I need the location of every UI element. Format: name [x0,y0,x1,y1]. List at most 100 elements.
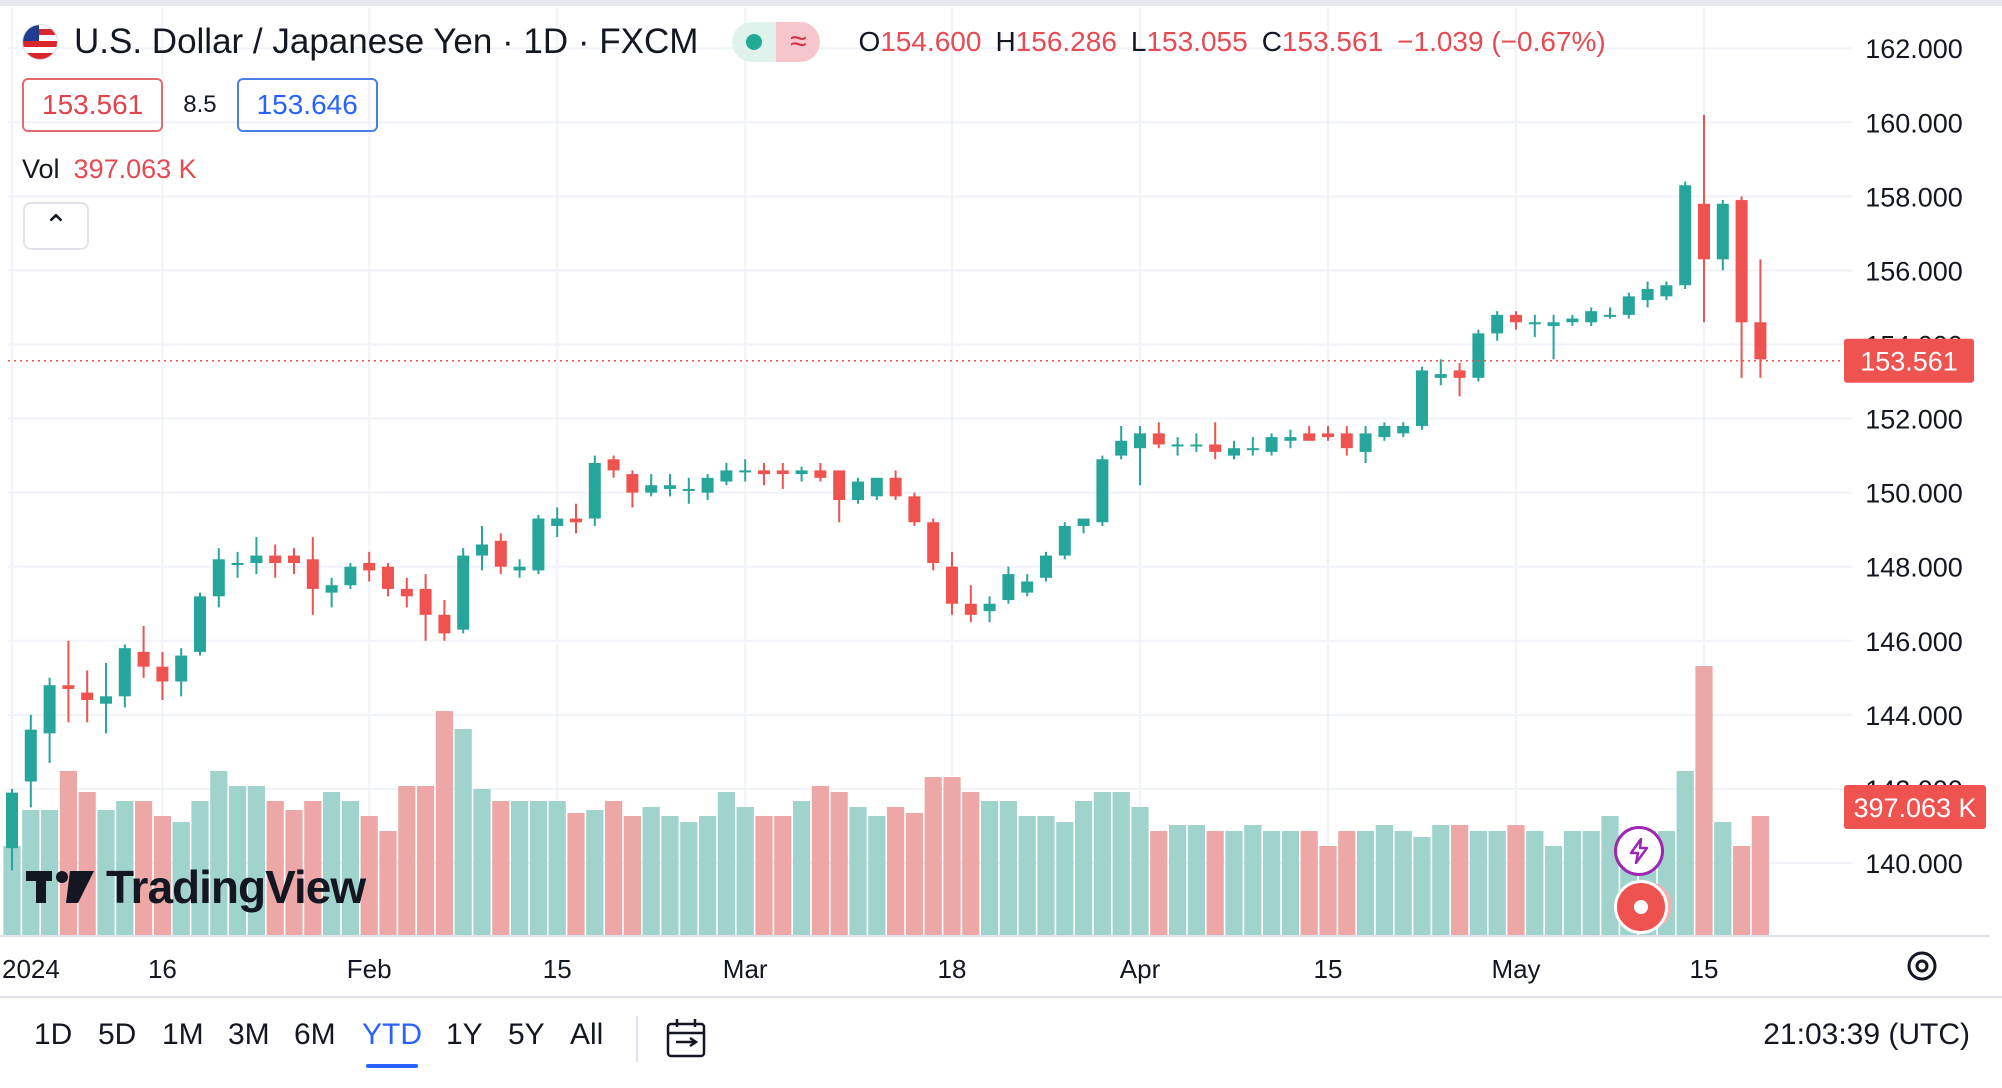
volume-bar [1037,816,1055,936]
volume-bar [755,816,773,936]
tradingview-watermark[interactable]: TradingView [26,860,366,914]
volume-bar [492,801,510,936]
tab-ytd[interactable]: YTD [362,1018,422,1051]
volume-bar [811,786,829,936]
candle-body [269,555,282,563]
candle-body [532,518,545,571]
candle-body [852,481,864,501]
volume-bar [1319,846,1337,936]
candle-body [889,477,902,497]
candle-body [1698,203,1710,260]
record-dot-icon [1634,900,1648,914]
price-chart[interactable]: 162.000160.000158.000156.000154.000152.0… [0,0,2002,996]
candle-body [1246,448,1259,451]
tab-5d[interactable]: 5D [98,1018,137,1051]
record-button[interactable] [1614,880,1668,934]
time-tick-label: Mar [723,954,768,984]
price-tick-label: 158.000 [1865,182,1963,212]
volume-bar [1488,831,1506,936]
volume-bar [1733,846,1751,936]
candle-body [382,566,394,589]
volume-bar [304,801,322,936]
utc-clock[interactable]: 21:03:39 (UTC) [1763,1018,1970,1051]
bottom-toolbar: 1D 5D 1M 3M 6M YTD 1Y 5Y All 21:03:39 (U… [0,996,2002,1088]
candle-body [983,603,996,612]
volume-bar [1075,801,1093,936]
candle-body [100,696,112,704]
candle-body [720,470,733,482]
tab-1y[interactable]: 1Y [446,1018,483,1051]
volume-bar [1676,771,1694,936]
volume-bar [680,822,698,936]
candle-body [118,648,131,697]
time-tick-label: 2024 [2,954,60,984]
volume-bar [153,816,171,936]
candle-body [795,470,808,475]
market-status-pills[interactable]: ≈ [732,22,821,62]
volume-legend[interactable]: Vol 397.063 K [22,154,197,185]
volume-bar [1714,822,1732,936]
candle-body [1660,285,1673,297]
tab-5y[interactable]: 5Y [508,1018,545,1051]
volume-bar [1526,831,1544,936]
tab-6m[interactable]: 6M [294,1018,336,1051]
close-value: 153.561 [1281,26,1384,57]
volume-bar [3,846,21,936]
sell-button[interactable]: 153.561 [22,78,164,132]
volume-bar [887,807,905,936]
candle-body [288,555,300,563]
candle-body [1547,322,1560,326]
volume-bar [1582,831,1600,936]
volume-bar [1413,837,1431,936]
tab-3m[interactable]: 3M [228,1018,270,1051]
lightning-button[interactable] [1614,826,1664,876]
date-range-button[interactable] [662,1016,710,1067]
candle-body [325,585,338,593]
price-tick-label: 140.000 [1865,849,1963,879]
candle-body [1397,425,1410,434]
volume-bar [417,786,435,936]
time-tick-label: 15 [1314,954,1343,984]
candle-body [1566,318,1579,323]
volume-bar [1451,825,1469,936]
volume-bar [1357,831,1375,936]
candle-body [1265,437,1278,452]
collapse-legend-button[interactable]: ⌃ [23,202,89,250]
volume-value: 397.063 K [73,154,197,184]
symbol-legend[interactable]: U.S. Dollar / Japanese Yen · 1D · FXCM ≈… [22,22,1606,62]
market-open-icon[interactable] [732,22,777,62]
volume-bar [191,801,209,936]
tab-1m[interactable]: 1M [162,1018,204,1051]
candle-body [1453,370,1466,378]
tab-1d[interactable]: 1D [34,1018,73,1051]
high-value: 156.286 [1015,26,1117,57]
tab-all[interactable]: All [570,1018,604,1051]
volume-bar [285,810,303,936]
candle-body [1228,448,1240,456]
candles [6,114,1767,871]
candle-body [419,588,432,615]
axis-settings-button[interactable] [1907,951,1937,981]
top-border [0,0,2002,6]
volume-bar [905,813,923,936]
candle-body [1416,370,1428,426]
candle-body [476,544,488,556]
candle-body [1284,437,1297,441]
volume-bar [435,711,453,936]
candle-body [175,655,188,682]
buy-button[interactable]: 153.646 [236,78,378,132]
volume-bar [623,816,641,936]
candle-body [212,559,225,597]
candle-body [1058,525,1071,556]
chart-grid [8,8,1852,936]
candle-body [1096,459,1109,523]
approx-data-icon[interactable]: ≈ [776,22,821,62]
volume-bar [360,816,378,936]
candle-body [1152,433,1165,445]
candle-body [231,562,244,565]
candle-body [1359,433,1372,452]
volume-label: Vol [22,154,60,184]
candle-body [1115,440,1128,456]
candle-body [1604,314,1616,317]
candle-body [776,470,789,475]
